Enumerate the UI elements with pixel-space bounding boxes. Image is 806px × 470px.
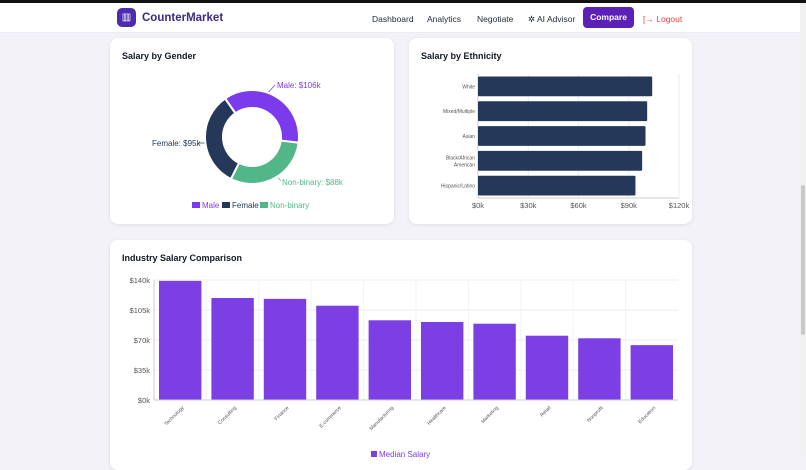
brand-name[interactable]: CounterMarket [142,12,224,24]
y-tick-label: Black/African [446,155,475,161]
x-tick-label: E-commerce [319,405,343,429]
bar [421,322,464,400]
gender-donut-chart: Male: $106k Female: $95k Non-binary: $88… [152,81,344,210]
x-tick-label: Marketing [480,405,500,425]
y-tick-label: $0k [138,396,150,405]
bar [478,126,646,146]
bar [478,175,636,196]
x-tick-label: Healthcare [426,405,447,426]
bar [263,298,307,400]
x-tick-label: $120k [669,201,690,210]
logout-icon: [→ [643,14,657,24]
x-tick-label: Retail [539,405,552,418]
nav-ai-advisor[interactable]: ✲ AI Advisor [528,14,576,24]
y-tick-label: $35k [134,366,151,375]
legend-swatch [371,451,377,457]
svg-text:Female: Female [232,201,259,210]
y-tick-label: American [454,162,475,168]
legend-female[interactable]: Female [222,201,259,210]
bar [478,101,648,122]
legend-nonbinary[interactable]: Non-binary [260,201,309,210]
x-tick-label: Education [637,405,657,425]
y-tick-label: $105k [130,306,151,315]
legend-male[interactable]: Male [192,201,220,210]
donut-slice-male [223,89,300,144]
bar [211,298,254,400]
x-tick-label: Nonprofit [586,405,605,424]
bar [478,76,653,97]
y-tick-label: $140k [130,276,151,285]
x-tick-label: Manufacturing [369,405,396,432]
male-label: Male: $106k [277,81,322,90]
industry-card: Industry Salary Comparison $0k $35k $70k $1… [110,240,692,470]
window-top-bar [0,0,806,3]
y-tick-label: Asian [462,134,475,140]
svg-text:Male: Male [202,201,220,210]
gender-card: Salary by Gender Male: $106k Female: $95… [110,38,394,224]
x-tick-label: $90k [621,201,638,210]
bar [368,320,411,400]
x-tick-label: Consulting [217,405,238,426]
card-title: Salary by Gender [122,51,197,61]
logout-button[interactable]: [→ Logout [643,14,683,24]
bar [525,335,569,400]
logo-chart-icon[interactable]: ▥ [117,8,136,27]
bar [478,150,643,171]
bar [316,305,359,400]
x-tick-label: $30k [520,201,537,210]
female-label: Female: $95k [152,139,201,148]
compare-button[interactable]: Compare [583,7,634,28]
x-tick-label: $0k [472,201,484,210]
legend-median-salary: Median Salary [379,450,430,459]
svg-text:Non-binary: Non-binary [270,201,309,210]
ethnicity-bar-chart: $0k $30k $60k $90k $120k White Mixed/Multiple A… [441,74,690,210]
x-tick-label: Finance [274,405,291,422]
donut-slice-female [204,97,241,181]
x-tick-label: $60k [570,201,587,210]
y-tick-label: $70k [134,336,151,345]
navbar: ▥ CounterMarket Dashboard Analytics Nego… [0,3,800,33]
y-tick-label: White [462,84,475,90]
y-tick-label: Mixed/Multiple [443,109,475,115]
sparkle-icon: ✲ [528,14,538,24]
scrollbar-thumb[interactable] [801,185,805,335]
y-tick-label: Hispanic/Latino [441,184,475,190]
card-title: Salary by Ethnicity [421,51,502,61]
nav-negotiate[interactable]: Negotiate [477,14,514,24]
bar [578,338,621,400]
card-title: Industry Salary Comparison [122,253,243,263]
nav-dashboard[interactable]: Dashboard [372,14,414,24]
x-tick-label: Technology [163,405,185,427]
ethnicity-card: Salary by Ethnicity $0k $30k $60k $90k $120k… [409,38,692,224]
industry-bar-chart: $0k $35k $70k $105k $140k Technology Consultin… [130,276,678,459]
nonbinary-label: Non-binary: $88k [282,178,344,187]
bar [630,345,673,400]
bar [159,280,202,400]
bar [473,323,516,400]
nav-analytics[interactable]: Analytics [427,14,462,24]
